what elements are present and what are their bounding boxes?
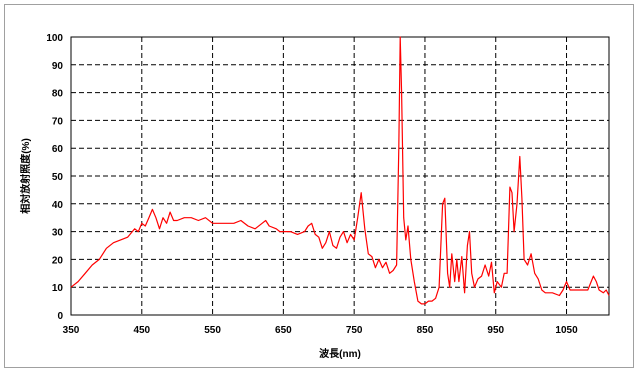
x-tick-label: 750 — [346, 325, 363, 336]
x-tick-label: 650 — [275, 325, 292, 336]
y-tick-label: 70 — [52, 116, 64, 127]
spectrum-chart: 0 10 20 30 40 50 60 70 80 90 100 350 450 550 650 750 85… — [19, 33, 610, 360]
series-line — [70, 36, 610, 305]
plot-area-border — [70, 36, 610, 316]
grid-lines — [71, 37, 609, 315]
x-tick-label: 450 — [133, 325, 150, 336]
x-tick-label: 550 — [204, 325, 221, 336]
x-tick-label: 350 — [63, 325, 80, 336]
y-tick-label: 20 — [52, 255, 64, 266]
y-tick-label: 90 — [52, 61, 64, 72]
x-axis-label: 波長(nm) — [319, 347, 361, 360]
y-tick-labels: 0 10 20 30 40 50 60 70 80 90 100 — [46, 33, 63, 322]
chart-frame: 0 10 20 30 40 50 60 70 80 90 100 350 450 550 650 750 85… — [4, 4, 634, 368]
y-tick-label: 0 — [57, 311, 63, 322]
x-tick-label: 950 — [487, 325, 504, 336]
y-tick-label: 80 — [52, 89, 64, 100]
x-tick-label: 1050 — [555, 325, 578, 336]
y-tick-label: 10 — [52, 283, 64, 294]
y-tick-label: 100 — [46, 33, 63, 44]
x-tick-labels: 350 450 550 650 750 850 950 1050 — [63, 325, 578, 336]
y-axis-label: 相対放射照度(%) — [19, 138, 32, 214]
y-tick-label: 30 — [52, 228, 64, 239]
y-tick-label: 60 — [52, 144, 64, 155]
x-tick-label: 850 — [417, 325, 434, 336]
y-tick-label: 40 — [52, 200, 64, 211]
y-tick-label: 50 — [52, 172, 64, 183]
